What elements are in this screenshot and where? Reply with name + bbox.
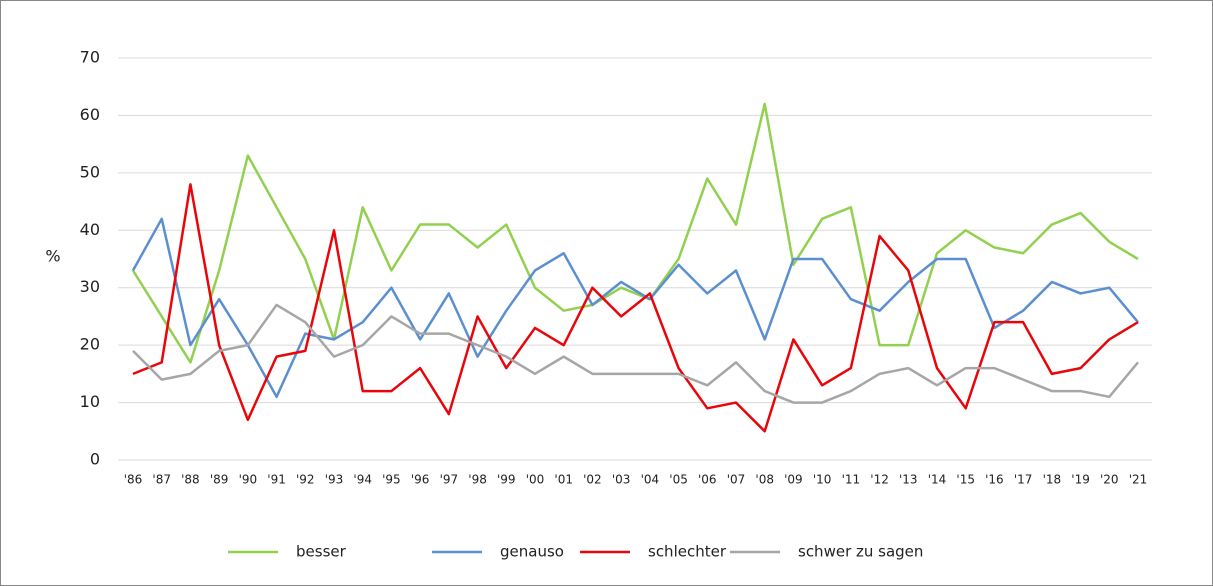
x-tick-label: '04 <box>641 473 660 487</box>
x-tick-label: '13 <box>899 473 918 487</box>
x-tick-label: '93 <box>325 473 344 487</box>
x-tick-label: '08 <box>755 473 774 487</box>
x-tick-label: '90 <box>239 473 258 487</box>
x-tick-label: '92 <box>296 473 315 487</box>
x-tick-label: '94 <box>353 473 372 487</box>
x-tick-label: '07 <box>727 473 746 487</box>
x-tick-label: '21 <box>1129 473 1148 487</box>
x-tick-label: '88 <box>181 473 200 487</box>
x-tick-label: '95 <box>382 473 401 487</box>
x-tick-label: '96 <box>411 473 430 487</box>
x-tick-label: '03 <box>612 473 631 487</box>
x-tick-label: '91 <box>267 473 286 487</box>
x-tick-label: '20 <box>1100 473 1119 487</box>
line-series <box>131 217 1139 399</box>
x-tick-label: '86 <box>124 473 143 487</box>
x-tick-label: '97 <box>440 473 459 487</box>
y-tick-label: 70 <box>80 48 100 67</box>
y-tick-label: 0 <box>90 450 100 469</box>
x-tick-label: '10 <box>813 473 832 487</box>
legend-label: genauso <box>500 543 564 561</box>
legend-label: schwer zu sagen <box>798 543 923 561</box>
legend-label: schlechter <box>648 543 727 561</box>
x-tick-label: '11 <box>842 473 861 487</box>
x-tick-label: '19 <box>1071 473 1090 487</box>
x-tick-label: '01 <box>554 473 573 487</box>
x-tick-label: '89 <box>210 473 229 487</box>
line-series <box>131 102 1139 364</box>
y-tick-label: 20 <box>80 335 100 354</box>
y-tick-label: 30 <box>80 277 100 296</box>
y-tick-label: 40 <box>80 220 100 239</box>
x-tick-label: '06 <box>698 473 717 487</box>
legend-label: besser <box>296 543 347 561</box>
x-tick-label: '12 <box>870 473 889 487</box>
x-tick-label: '99 <box>497 473 516 487</box>
x-tick-label: '17 <box>1014 473 1033 487</box>
y-axis-label: % <box>45 247 60 266</box>
x-tick-label: '05 <box>669 473 688 487</box>
x-tick-label: '87 <box>152 473 171 487</box>
x-tick-label: '16 <box>985 473 1004 487</box>
x-tick-label: '18 <box>1043 473 1062 487</box>
line-series <box>132 183 1139 433</box>
x-tick-label: '00 <box>526 473 545 487</box>
y-tick-label: 60 <box>80 105 100 124</box>
x-tick-label: '98 <box>468 473 487 487</box>
x-tick-label: '02 <box>583 473 602 487</box>
y-tick-label: 10 <box>80 392 100 411</box>
line-series <box>132 303 1139 404</box>
x-tick-label: '14 <box>928 473 947 487</box>
x-tick-label: '09 <box>784 473 803 487</box>
y-tick-label: 50 <box>80 162 100 181</box>
x-tick-label: '15 <box>956 473 975 487</box>
